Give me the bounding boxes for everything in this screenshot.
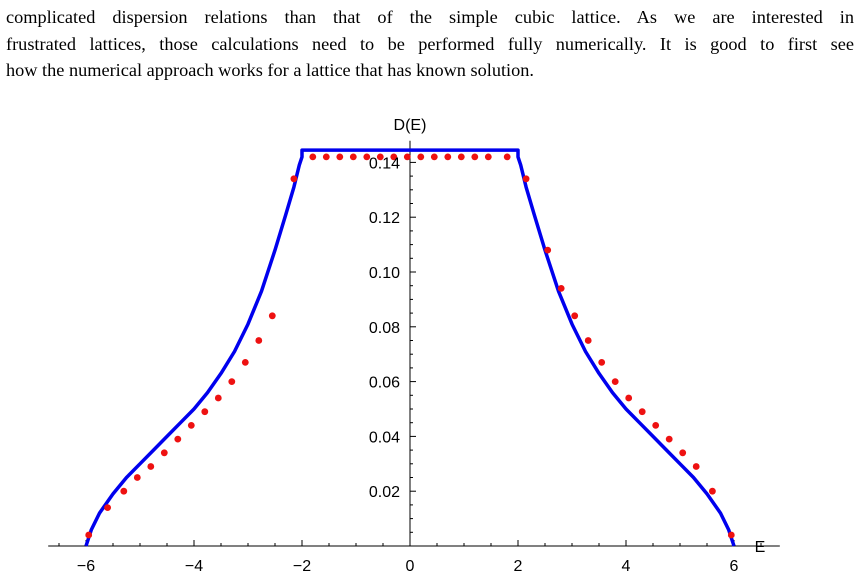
x-tick-label: 0	[406, 558, 415, 575]
data-point	[471, 153, 479, 161]
data-point	[255, 337, 263, 344]
y-tick-label: 0.14	[369, 155, 400, 172]
data-point	[692, 463, 700, 470]
data-point	[638, 408, 646, 416]
data-point	[571, 312, 579, 320]
x-axis-label: E	[755, 539, 766, 556]
data-point	[503, 153, 511, 161]
data-point	[147, 463, 155, 470]
data-point	[228, 378, 236, 385]
data-point	[201, 408, 209, 416]
dos-curve	[84, 148, 736, 547]
data-point	[403, 153, 411, 161]
body-text: complicated dispersion relations than th…	[6, 4, 854, 84]
text-line-3: how the numerical approach works for a l…	[6, 60, 534, 80]
data-point	[652, 422, 660, 429]
data-point	[85, 531, 93, 539]
x-tick-label: 2	[514, 558, 523, 575]
data-point	[104, 504, 111, 511]
data-point	[522, 175, 530, 183]
data-point	[709, 487, 716, 495]
data-point	[584, 337, 592, 344]
text-line-2: frustrated lattices, those calculations …	[6, 33, 854, 54]
data-point	[444, 153, 452, 161]
data-point	[625, 394, 633, 402]
y-axis-label: D(E)	[394, 117, 427, 134]
data-point	[430, 153, 438, 161]
data-point	[120, 487, 128, 495]
data-point	[336, 153, 344, 161]
x-tick-label: −6	[77, 558, 95, 575]
data-point	[363, 153, 371, 161]
data-point	[557, 285, 565, 292]
y-tick-label: 0.06	[369, 375, 400, 392]
data-point	[187, 422, 195, 429]
data-point	[214, 394, 222, 402]
data-point	[679, 449, 687, 457]
data-point	[349, 153, 357, 161]
data-point	[665, 435, 673, 443]
data-point	[160, 449, 168, 457]
data-point	[133, 474, 141, 481]
data-point	[484, 153, 492, 161]
x-tick-label: −2	[293, 558, 311, 575]
data-point	[268, 312, 276, 320]
data-point	[544, 246, 552, 254]
data-point	[241, 359, 249, 366]
data-point	[309, 153, 317, 161]
data-point	[727, 531, 735, 539]
text-line-1: complicated dispersion relations than th…	[6, 7, 854, 27]
y-tick-label: 0.02	[369, 484, 400, 501]
y-tick-label: 0.10	[369, 265, 400, 282]
data-point	[376, 153, 384, 161]
y-tick-label: 0.12	[369, 210, 400, 227]
data-point	[457, 153, 465, 161]
y-tick-label: 0.04	[369, 429, 400, 446]
chart-axes	[48, 140, 780, 547]
x-tick-label: −4	[185, 558, 203, 575]
data-point	[390, 153, 398, 161]
y-tick-label: 0.08	[369, 320, 400, 337]
data-point	[174, 435, 182, 443]
data-point	[598, 359, 606, 366]
data-point	[417, 153, 425, 161]
data-point	[322, 153, 330, 161]
data-point	[611, 378, 619, 385]
x-tick-label: 4	[622, 558, 631, 575]
data-point	[290, 175, 298, 183]
chart-marks	[84, 148, 736, 547]
chart-labels: −6 −4 −2 0 2 4 6 0.02 0.04 0.06 0.08 0.10 0.12 0.14 E D…	[77, 117, 765, 575]
x-tick-label: 6	[730, 558, 739, 575]
